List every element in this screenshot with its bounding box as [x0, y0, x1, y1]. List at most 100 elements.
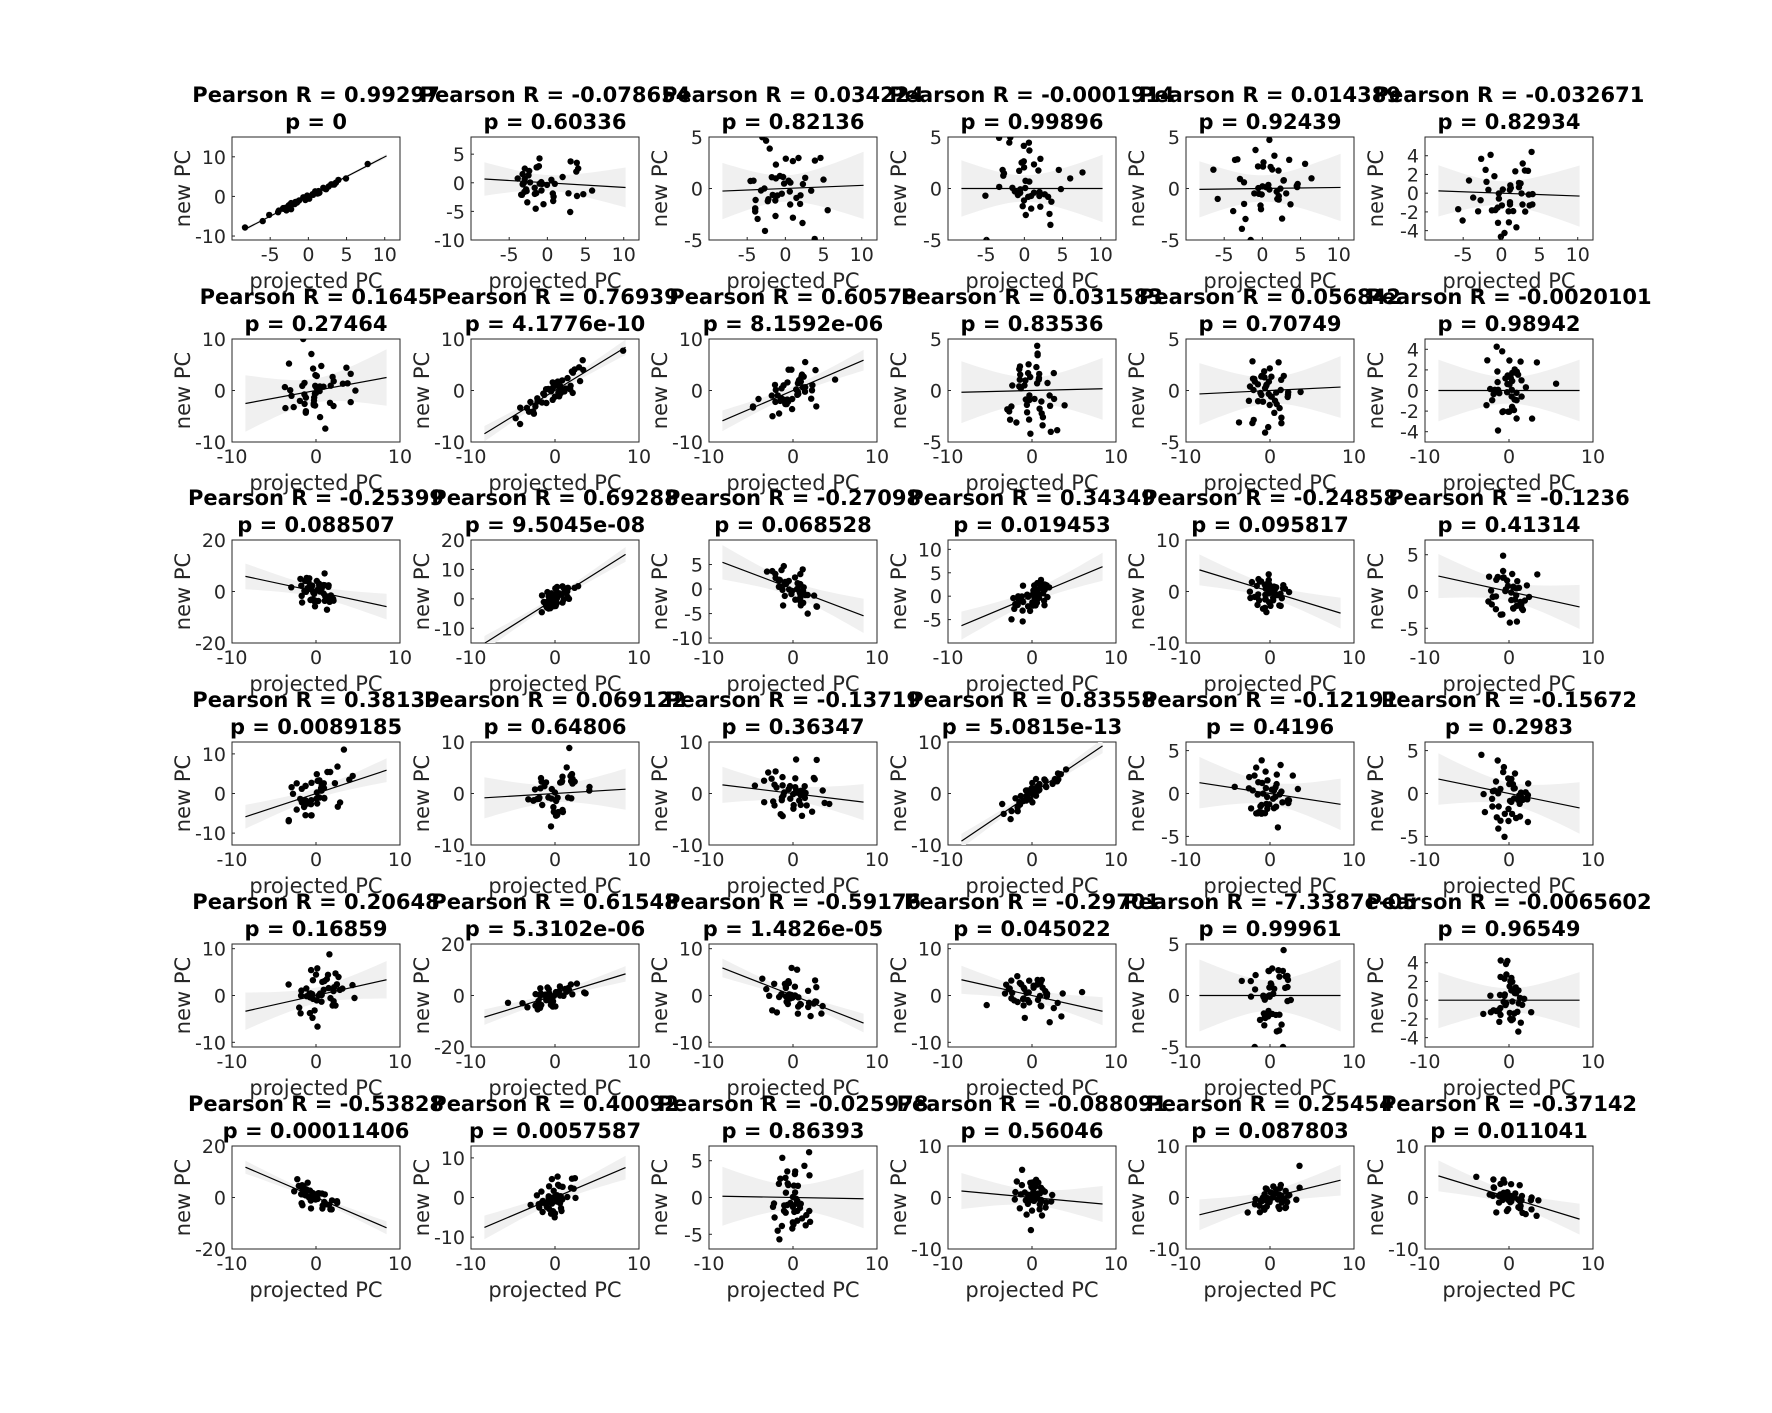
data-point: [1283, 190, 1290, 197]
data-point: [548, 997, 555, 1004]
data-point: [1033, 380, 1041, 387]
y-tick-label: 5: [1168, 934, 1180, 956]
data-point: [536, 1004, 544, 1011]
x-tick-label: 0: [787, 647, 799, 669]
subplot-13: -10 0 10 -20 0 20 projected PC new PC Pearson R …: [171, 486, 444, 696]
plot-area: [245, 1160, 387, 1235]
data-point: [573, 192, 581, 200]
data-point: [1256, 1209, 1264, 1216]
data-point: [1278, 414, 1285, 421]
data-point: [327, 768, 334, 776]
x-tick-label: 0: [549, 446, 561, 468]
data-point: [525, 796, 532, 803]
data-point: [1259, 605, 1267, 612]
data-point: [288, 584, 295, 591]
data-point: [299, 1202, 306, 1209]
data-point: [241, 224, 249, 231]
data-point: [1276, 404, 1283, 412]
data-point: [571, 1175, 579, 1182]
x-axis-label: projected PC: [1442, 874, 1575, 898]
data-point: [769, 567, 776, 575]
x-tick-label: 0: [779, 244, 791, 266]
x-tick-label: 10: [612, 244, 636, 266]
data-point: [285, 981, 292, 988]
data-point: [1021, 1014, 1028, 1022]
data-point: [547, 1210, 555, 1217]
data-point: [1275, 192, 1283, 200]
plot-area: [1199, 554, 1341, 629]
data-point: [1036, 1206, 1043, 1213]
y-tick-label: 0: [214, 381, 226, 403]
data-point: [774, 1227, 781, 1234]
data-point: [764, 198, 771, 205]
data-point: [1259, 398, 1267, 405]
y-tick-label: 20: [202, 530, 226, 552]
data-point: [777, 1175, 784, 1182]
data-point: [301, 391, 308, 398]
data-point: [293, 806, 300, 813]
data-point: [808, 187, 815, 194]
x-tick-label: -10: [455, 1253, 486, 1275]
subplot-22: -10 0 10 -10 0 10 projected PC new PC Pearson R …: [887, 688, 1156, 898]
data-point: [569, 775, 576, 783]
data-point: [1528, 1009, 1535, 1016]
data-point: [543, 997, 550, 1004]
x-tick-label: 0: [1264, 647, 1276, 669]
data-point: [298, 599, 306, 606]
data-point: [1258, 801, 1265, 809]
data-point: [302, 782, 309, 790]
data-point: [1284, 797, 1292, 804]
data-point: [569, 991, 576, 998]
y-tick-label: 0: [691, 1188, 703, 1210]
data-point: [561, 388, 568, 395]
data-point: [1508, 393, 1515, 400]
data-point: [1497, 1011, 1504, 1018]
data-point: [1030, 984, 1037, 991]
data-point: [1487, 992, 1494, 999]
x-axis-label: projected PC: [726, 471, 859, 495]
data-point: [1279, 799, 1286, 806]
data-point: [1528, 1206, 1535, 1213]
y-axis-label: new PC: [648, 1159, 672, 1236]
data-point: [542, 991, 549, 998]
data-point: [1013, 419, 1020, 426]
x-tick-label: 5: [1056, 244, 1068, 266]
data-point: [322, 186, 330, 193]
data-point: [1078, 988, 1086, 996]
x-tick-label: 0: [1026, 1253, 1038, 1275]
x-axis-label: projected PC: [249, 269, 382, 293]
data-point: [810, 592, 818, 599]
data-point: [1025, 361, 1032, 368]
data-point: [531, 184, 538, 191]
y-axis-label: new PC: [171, 957, 195, 1034]
y-tick-label: -10: [434, 1227, 465, 1249]
data-point: [1505, 219, 1513, 226]
data-point: [339, 380, 347, 387]
y-axis-label: new PC: [410, 553, 434, 630]
x-tick-label: 10: [865, 647, 889, 669]
data-point: [1008, 807, 1015, 815]
plot-area: [961, 342, 1103, 437]
y-axis-label: new PC: [648, 553, 672, 630]
y-tick-label: -5: [1400, 826, 1419, 848]
subplot-title: Pearson R = 0.61548: [431, 890, 678, 914]
x-tick-label: 10: [865, 1253, 889, 1275]
data-point: [789, 1203, 797, 1211]
data-point: [325, 1201, 333, 1209]
fit-line: [1438, 778, 1580, 809]
data-point: [1036, 188, 1043, 196]
y-tick-label: 0: [1168, 986, 1180, 1008]
data-point: [1268, 373, 1275, 380]
x-axis-label: projected PC: [488, 471, 621, 495]
y-tick-label: -10: [1149, 1239, 1180, 1261]
data-point: [542, 1200, 549, 1208]
data-point: [288, 392, 295, 399]
y-tick-label: -2: [1400, 202, 1419, 224]
data-point: [789, 214, 797, 221]
plot-area: [484, 547, 626, 643]
y-axis-label: new PC: [171, 553, 195, 630]
data-point: [266, 211, 273, 219]
data-point: [552, 812, 560, 819]
x-tick-label: 0: [1026, 849, 1038, 871]
